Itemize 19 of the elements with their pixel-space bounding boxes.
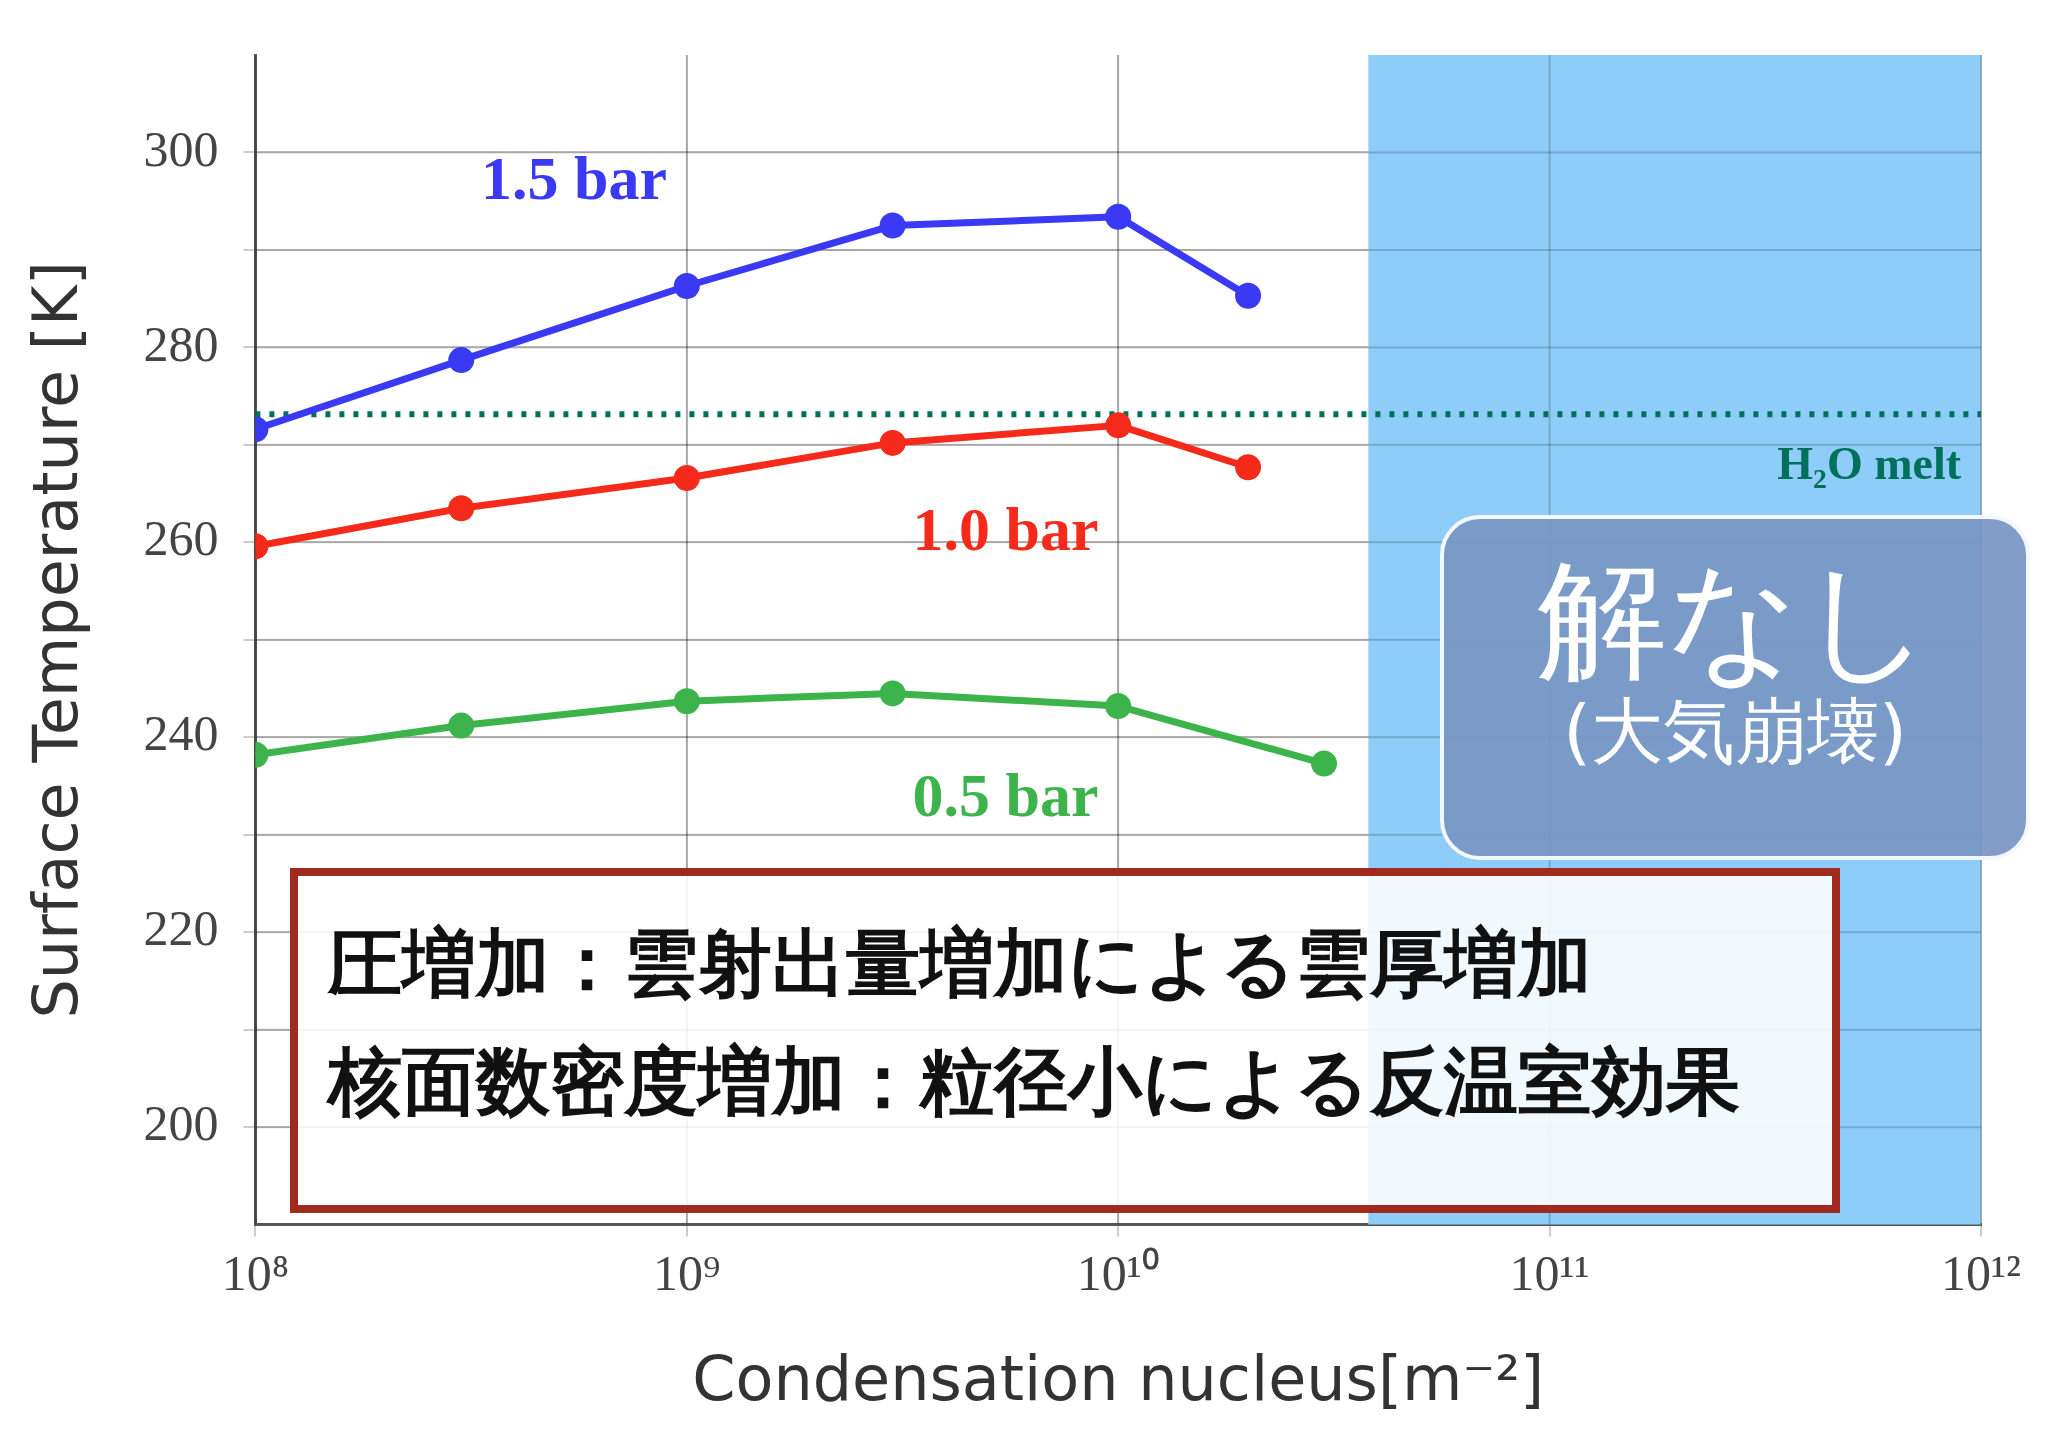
- x-tick-label: 10⁹: [653, 1244, 721, 1301]
- y-axis-title: Surface Temperature [K]: [19, 261, 93, 1019]
- y-tick-label: 300: [143, 120, 219, 177]
- ref-line-label: H₂O melt: [1777, 438, 1962, 490]
- x-tick-label: 10¹²: [1941, 1244, 2021, 1301]
- x-tick-label: 10¹¹: [1509, 1244, 1590, 1301]
- y-tick-label: 280: [143, 315, 219, 372]
- y-tick-label: 220: [143, 900, 219, 957]
- y-tick-label: 240: [143, 705, 219, 762]
- y-tick-label: 200: [143, 1095, 219, 1152]
- x-tick-label: 10¹⁰: [1076, 1244, 1160, 1301]
- y-tick-label: 260: [143, 510, 219, 567]
- series-label: 1.0 bar: [912, 495, 1099, 564]
- annotation: 核面数密度増加：粒径小による反温室効果: [328, 1037, 1741, 1127]
- annotation: 圧増加：雲射出量増加による雲厚増加: [328, 919, 1593, 1008]
- x-tick-label: 10⁸: [221, 1244, 290, 1301]
- series-label: 0.5 bar: [912, 760, 1099, 829]
- x-axis-title: Condensation nucleus[m⁻²]: [692, 1341, 1545, 1415]
- series-label: 1.5 bar: [481, 144, 668, 213]
